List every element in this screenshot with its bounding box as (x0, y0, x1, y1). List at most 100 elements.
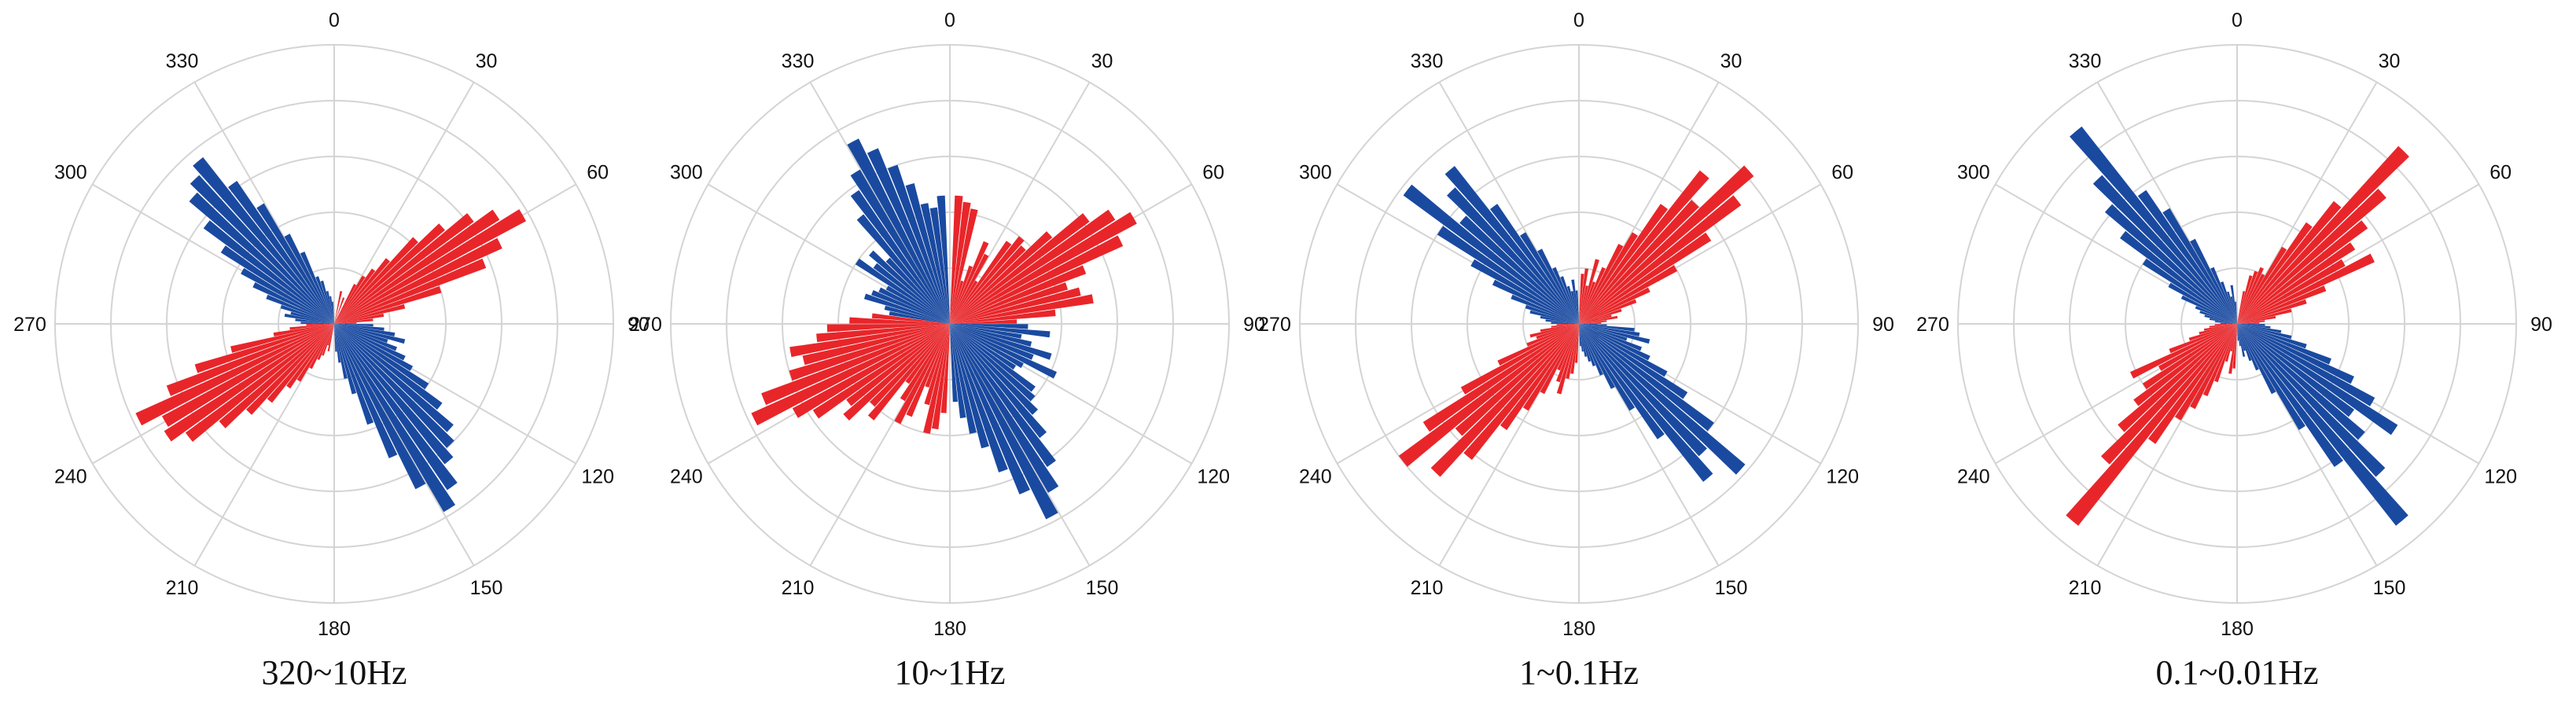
rose-bar-red (1579, 200, 1699, 324)
angle-tick-label: 210 (166, 577, 199, 599)
rose-bar-red (1556, 324, 1579, 325)
rose-bar-red (950, 265, 1087, 324)
rose-bar-blue (1579, 324, 1628, 341)
rose-bar-red (135, 324, 334, 426)
rose-bar-red (1579, 268, 1589, 324)
rose-bar-blue (847, 138, 950, 324)
rose-chart-3: 0 30 60 90 120 150 180 210 240 270 300 330 1~0.1Hz (1258, 9, 1894, 692)
rose-bar-blue (2237, 324, 2365, 440)
rose-bar-blue (2235, 301, 2237, 324)
rose-bar-blue (1459, 215, 1579, 324)
angle-tick-label: 120 (2484, 466, 2517, 488)
rose-bar-blue (2237, 324, 2241, 347)
grid-spoke (333, 82, 475, 325)
rose-bar-red (1579, 274, 1584, 324)
rose-bar-blue (2190, 238, 2237, 324)
rose-bar-blue (1560, 276, 1579, 324)
angle-tick-label: 300 (670, 162, 703, 184)
rose-bar-blue (1551, 322, 1579, 324)
angle-tick-label: 30 (1720, 50, 1742, 72)
rose-bar-blue (1579, 324, 1607, 326)
rose-bar-red (950, 253, 989, 324)
rose-bar-blue (873, 263, 950, 324)
grid-spoke (1438, 82, 1580, 325)
rose-bar-blue (885, 257, 950, 324)
rose-bar-red (309, 324, 334, 370)
rose-bar-red (334, 213, 474, 324)
rose-bar-red (246, 324, 334, 415)
rose-bar-red (296, 324, 334, 382)
rose-bar-red (1430, 324, 1579, 477)
rose-bar-red (2237, 189, 2386, 324)
rose-bars-3 (1398, 165, 1754, 482)
angle-tick-label: 240 (670, 466, 703, 488)
angle-tick-label: 30 (2379, 50, 2401, 72)
rose-bar-blue (189, 192, 334, 324)
rose-bar-blue (950, 324, 1047, 439)
rose-bar-blue (2162, 208, 2237, 324)
rose-bar-red (286, 324, 334, 389)
rose-bar-blue (2220, 322, 2237, 324)
rose-bar-red (867, 324, 950, 421)
rose-bar-red (2214, 324, 2237, 325)
rose-bar-blue (1579, 324, 1665, 439)
rose-bar-red (334, 209, 500, 324)
rose-bar-blue (2237, 324, 2343, 467)
rose-bar-red (219, 324, 334, 428)
angle-tick-label: 300 (54, 162, 87, 184)
rose-bar-red (1398, 324, 1579, 467)
grid-spoke (809, 82, 951, 325)
rose-bar-red (1522, 324, 1579, 411)
rose-bar-red (1556, 324, 1579, 395)
rose-bar-blue (1489, 204, 1579, 324)
rose-bar-red (327, 324, 334, 351)
rose-bar-red (334, 303, 406, 324)
rose-bar-red (761, 324, 950, 406)
rose-bar-blue (950, 324, 1056, 467)
rose-bar-red (1455, 324, 1579, 436)
rose-bar-red (1579, 299, 1637, 324)
rose-bar-red (2237, 242, 2356, 324)
rose-bar-blue (950, 324, 1008, 472)
rose-bar-blue (867, 148, 950, 324)
rose-bar-blue (334, 324, 458, 491)
rose-bar-blue (950, 324, 977, 434)
rose-bar-blue (295, 318, 334, 324)
rose-bar-red (334, 275, 366, 324)
rose-bar-blue (1579, 324, 1668, 377)
rose-bar-red (2237, 274, 2265, 324)
rose-bar-blue (871, 290, 950, 324)
rose-bar-red (2237, 275, 2253, 324)
grid-spoke (949, 323, 1091, 566)
rose-bar-blue (2237, 324, 2265, 326)
angle-tick-label: 60 (1202, 162, 1224, 184)
rose-bar-red (334, 268, 376, 324)
rose-bar-red (1579, 315, 1618, 324)
rose-bar-red (306, 324, 334, 326)
rose-bar-red (2158, 324, 2237, 371)
rose-bar-red (1500, 324, 1579, 431)
rose-bar-red (2133, 324, 2237, 406)
rose-bars-4 (2066, 126, 2409, 526)
rose-bar-red (751, 324, 950, 426)
rose-bar-blue (1579, 324, 1581, 347)
rose-bar-red (950, 195, 963, 324)
rose-bar-blue (2210, 267, 2237, 324)
rose-bar-blue (334, 324, 426, 490)
rose-bar-blue (884, 305, 950, 324)
rose-bar-red (923, 324, 950, 434)
rose-bar-blue (920, 203, 950, 324)
rose-bar-red (1556, 324, 1579, 383)
rose-bar-red (2237, 220, 2368, 324)
rose-bar-blue (266, 294, 334, 324)
rose-bar-red (1566, 324, 1579, 379)
rose-bar-red (870, 324, 950, 407)
rose-bar-red (334, 237, 418, 324)
grid-spoke (1578, 323, 1720, 566)
rose-bar-blue (1437, 226, 1579, 324)
rose-bar-blue (334, 324, 348, 379)
rose-bar-red (2147, 324, 2237, 444)
rose-bar-blue (1579, 324, 1746, 475)
rose-bar-blue (1571, 279, 1579, 324)
grid-spoke (193, 323, 335, 566)
